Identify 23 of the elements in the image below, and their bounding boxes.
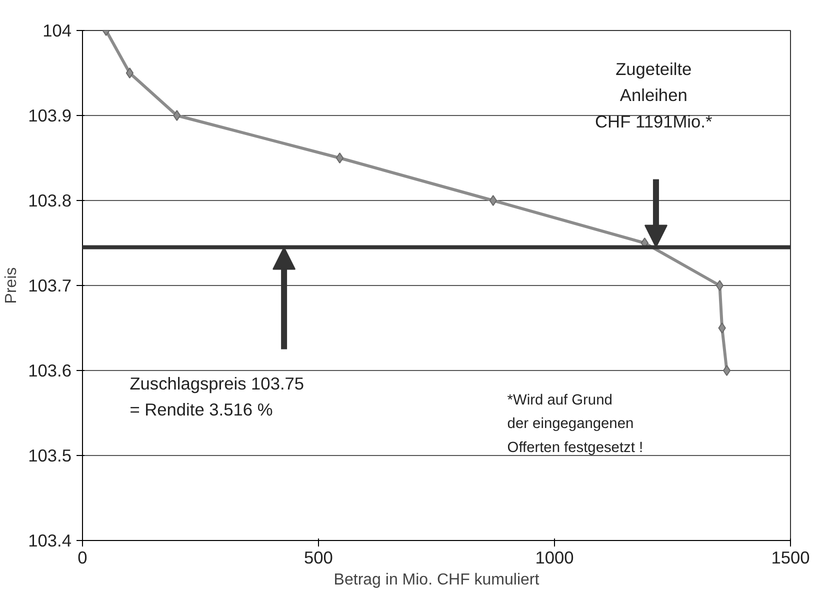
y-axis-title: Preis	[3, 267, 20, 304]
x-tick-label: 500	[304, 548, 333, 568]
annotation: Zugeteilte Anleihen CHF 1191Mio.*	[595, 58, 712, 132]
point	[722, 365, 731, 376]
x-tick-label: 0	[78, 548, 88, 568]
y-tick-label: 103.9	[28, 106, 72, 126]
annotation: Zuschlagspreis 103.75 = Rendite 3.516 %	[130, 373, 304, 420]
point	[489, 195, 497, 206]
annotation: *Wird auf Grund der eingegangenen Offerten festgesetzt !	[507, 392, 644, 456]
x-tick-label: 1000	[535, 548, 574, 568]
y-tick-label: 103.7	[28, 276, 72, 296]
point	[336, 152, 344, 164]
x-tick-label: 1500	[771, 548, 810, 568]
y-tick-label: 103.8	[28, 190, 72, 210]
point	[716, 280, 724, 291]
point	[718, 322, 726, 334]
point	[126, 68, 134, 78]
x-axis-title: Betrag in Mio. CHF kumuliert	[334, 572, 540, 588]
y-tick-label: 103.4	[28, 530, 72, 550]
y-tick-label: 103.5	[28, 446, 72, 466]
point	[173, 110, 181, 121]
y-tick-label: 103.6	[28, 360, 72, 380]
y-tick-label: 104	[42, 20, 72, 40]
